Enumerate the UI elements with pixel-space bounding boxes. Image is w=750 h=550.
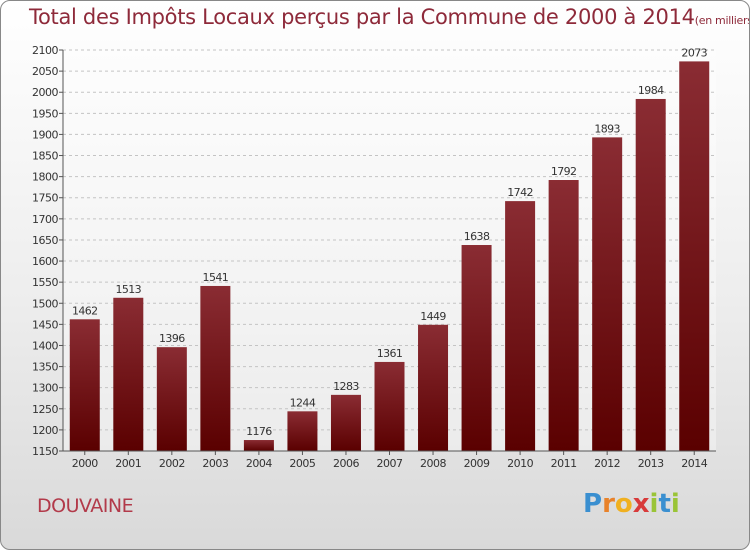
y-tick-label: 1800 (32, 171, 58, 184)
y-tick-label: 1550 (32, 276, 58, 289)
bar-value-label: 1449 (420, 310, 446, 323)
bar-2012 (592, 137, 623, 451)
x-tick-label: 2000 (72, 457, 98, 470)
y-tick-label: 1500 (32, 297, 58, 310)
y-tick-label: 1950 (32, 107, 58, 120)
x-tick-label: 2005 (289, 457, 315, 470)
chart-title: Total des Impôts Locaux perçus par la Co… (29, 5, 750, 29)
bar-value-label: 1638 (464, 230, 490, 243)
x-tick-label: 2013 (638, 457, 664, 470)
y-tick-label: 1400 (32, 339, 58, 352)
x-tick-label: 2008 (420, 457, 446, 470)
x-tick-label: 2002 (159, 457, 185, 470)
x-tick-label: 2014 (681, 457, 707, 470)
bar-2013 (635, 98, 666, 452)
y-tick-label: 1350 (32, 361, 58, 374)
logo-letter: i (670, 489, 680, 519)
bar-value-label: 1984 (638, 84, 664, 97)
bar-2006 (330, 394, 361, 451)
bar-value-label: 1513 (115, 283, 141, 296)
bars: 1462 1513 1396 1541 1176 1244 1283 1361 1449 1638… (69, 46, 710, 452)
x-tick-label: 2012 (594, 457, 620, 470)
bar-2010 (505, 201, 536, 451)
logo-letter: r (602, 489, 615, 519)
y-tick-label: 1650 (32, 234, 58, 247)
y-tick-label: 1700 (32, 213, 58, 226)
bar-value-label: 1176 (246, 425, 272, 438)
commune-name: DOUVAINE (37, 495, 134, 517)
y-tick-label: 2050 (32, 65, 58, 78)
y-axis: 1150 1200 1250 1300 1350 1400 1450 1500 1550 1600… (32, 44, 64, 458)
logo-letter: i (649, 489, 659, 519)
y-tick-label: 1600 (32, 255, 58, 268)
bar-2011 (548, 180, 579, 451)
y-tick-label: 2000 (32, 86, 58, 99)
x-tick-label: 2004 (246, 457, 272, 470)
bar-value-label: 1742 (507, 186, 533, 199)
x-tick-label: 2006 (333, 457, 359, 470)
bar-2005 (287, 411, 318, 451)
x-tick-label: 2003 (202, 457, 228, 470)
unit-label: (en milliers d'€) (694, 14, 750, 27)
logo-letter: P (583, 489, 603, 519)
bar-value-label: 1792 (551, 165, 577, 178)
bar-2008 (418, 324, 449, 451)
logo-letter: x (632, 489, 650, 519)
title-text: Total des Impôts Locaux perçus par la Co… (29, 5, 695, 29)
bar-value-label: 1361 (377, 347, 403, 360)
logo-letter: t (658, 489, 671, 519)
x-tick-label: 2011 (551, 457, 577, 470)
x-tick-label: 2007 (377, 457, 403, 470)
y-tick-label: 1750 (32, 192, 58, 205)
proxiti-logo: Proxiti (583, 489, 680, 519)
bar-value-label: 1283 (333, 380, 359, 393)
y-tick-label: 2100 (32, 44, 58, 57)
x-axis: 2000 2001 2002 2003 2004 2005 2006 2007 2008 2009… (63, 450, 716, 470)
y-tick-label: 1450 (32, 318, 58, 331)
bar-value-label: 1244 (290, 396, 316, 409)
x-tick-label: 2010 (507, 457, 533, 470)
y-tick-label: 1150 (32, 445, 58, 458)
bar-2004 (243, 440, 274, 451)
x-tick-label: 2001 (115, 457, 141, 470)
bar-2003 (200, 285, 231, 451)
y-tick-label: 1300 (32, 382, 58, 395)
bar-2009 (461, 245, 492, 451)
bar-2001 (113, 297, 144, 451)
bar-value-label: 1396 (159, 332, 185, 345)
x-tick-label: 2009 (464, 457, 490, 470)
bar-value-label: 1541 (203, 271, 229, 284)
bar-value-label: 1462 (72, 304, 98, 317)
bar-2014 (679, 61, 710, 451)
y-tick-label: 1200 (32, 424, 58, 437)
bar-value-label: 1893 (594, 122, 620, 135)
bar-value-label: 2073 (681, 46, 707, 59)
y-tick-label: 1900 (32, 128, 58, 141)
bar-2000 (69, 319, 100, 451)
bar-2002 (156, 347, 187, 451)
y-tick-label: 1250 (32, 403, 58, 416)
bar-2007 (374, 361, 405, 451)
y-tick-label: 1850 (32, 150, 58, 163)
logo-letter: o (614, 489, 633, 519)
